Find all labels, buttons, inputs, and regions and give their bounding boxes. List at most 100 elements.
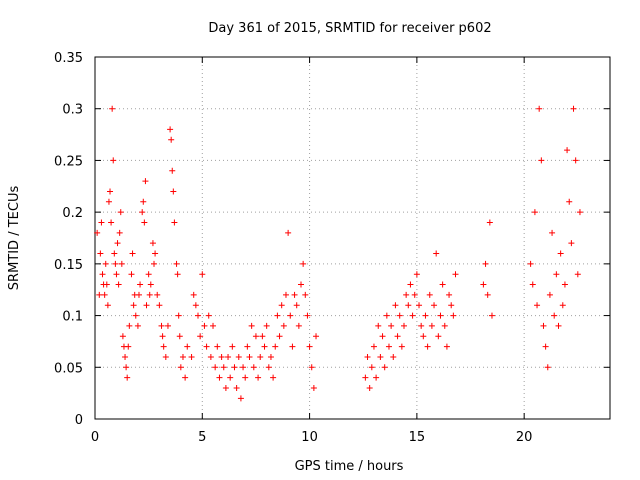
data-point — [553, 271, 560, 278]
data-point — [383, 312, 390, 319]
data-point — [559, 302, 566, 309]
y-tick-label: 0.05 — [54, 361, 83, 376]
data-point — [420, 333, 427, 340]
data-point — [572, 157, 579, 164]
data-point — [272, 343, 279, 350]
data-point — [118, 260, 125, 267]
data-point — [486, 219, 493, 226]
data-point — [381, 364, 388, 371]
data-point — [295, 322, 302, 329]
y-tick-label: 0.2 — [62, 206, 83, 221]
data-point — [300, 260, 307, 267]
data-point — [263, 322, 270, 329]
data-point — [134, 322, 141, 329]
data-point — [480, 281, 487, 288]
data-point — [119, 333, 126, 340]
data-point — [132, 312, 139, 319]
data-point — [159, 333, 166, 340]
y-tick-label: 0 — [75, 413, 83, 428]
data-point — [190, 291, 197, 298]
data-point — [96, 291, 103, 298]
data-point — [388, 322, 395, 329]
data-point — [576, 209, 583, 216]
data-point — [128, 271, 135, 278]
data-point — [143, 302, 150, 309]
x-tick-label: 10 — [301, 430, 318, 445]
data-point — [126, 322, 133, 329]
data-point — [210, 322, 217, 329]
data-point — [379, 333, 386, 340]
data-point — [482, 260, 489, 267]
data-point — [188, 353, 195, 360]
data-point — [255, 374, 262, 381]
data-point — [216, 374, 223, 381]
data-point — [308, 364, 315, 371]
data-point — [130, 302, 137, 309]
data-point — [403, 291, 410, 298]
data-point — [488, 312, 495, 319]
data-point — [529, 281, 536, 288]
data-point — [170, 188, 177, 195]
data-point — [448, 302, 455, 309]
data-point — [112, 260, 119, 267]
data-point — [368, 364, 375, 371]
tick-labels: 0 5 10 15 20 0 0.05 0.1 0.15 0.2 0.25 0.3 0.35 — [54, 51, 532, 445]
data-point — [394, 333, 401, 340]
data-point — [192, 302, 199, 309]
data-point — [123, 364, 130, 371]
data-point — [242, 374, 249, 381]
data-point — [156, 302, 163, 309]
data-point — [102, 260, 109, 267]
data-point — [179, 353, 186, 360]
data-point — [115, 281, 122, 288]
data-point — [240, 364, 247, 371]
data-point — [105, 198, 112, 205]
y-axis-label: SRMTID / TECUs — [7, 186, 22, 291]
data-point — [195, 312, 201, 319]
data-point — [377, 353, 384, 360]
data-point — [313, 333, 320, 340]
data-point — [276, 333, 283, 340]
data-point — [97, 250, 104, 257]
data-point — [111, 250, 118, 257]
data-point — [424, 343, 431, 350]
data-point — [270, 374, 277, 381]
data-point — [142, 178, 149, 185]
data-point — [544, 364, 551, 371]
data-point — [214, 343, 221, 350]
data-points — [94, 105, 583, 402]
data-point — [366, 384, 373, 391]
data-point — [250, 364, 257, 371]
data-point — [103, 281, 110, 288]
data-point — [160, 343, 167, 350]
data-point — [182, 374, 189, 381]
data-point — [154, 291, 161, 298]
data-point — [390, 353, 397, 360]
data-point — [146, 291, 153, 298]
data-point — [125, 343, 132, 350]
data-point — [108, 219, 115, 226]
data-point — [396, 312, 403, 319]
data-point — [99, 271, 106, 278]
data-point — [302, 291, 309, 298]
data-point — [568, 240, 575, 247]
data-point — [566, 198, 573, 205]
data-point — [441, 322, 448, 329]
data-point — [282, 291, 289, 298]
data-point — [248, 322, 255, 329]
data-point — [207, 353, 214, 360]
data-point — [151, 260, 158, 267]
x-axis-label: GPS time / hours — [295, 459, 404, 474]
data-point — [149, 240, 156, 247]
data-point — [220, 364, 227, 371]
data-point — [549, 229, 556, 236]
data-point — [364, 353, 371, 360]
data-point — [531, 209, 538, 216]
data-point — [246, 353, 253, 360]
data-point — [231, 364, 238, 371]
data-point — [94, 229, 101, 236]
data-point — [446, 291, 453, 298]
data-point — [405, 302, 412, 309]
data-point — [147, 281, 154, 288]
data-point — [564, 147, 571, 154]
